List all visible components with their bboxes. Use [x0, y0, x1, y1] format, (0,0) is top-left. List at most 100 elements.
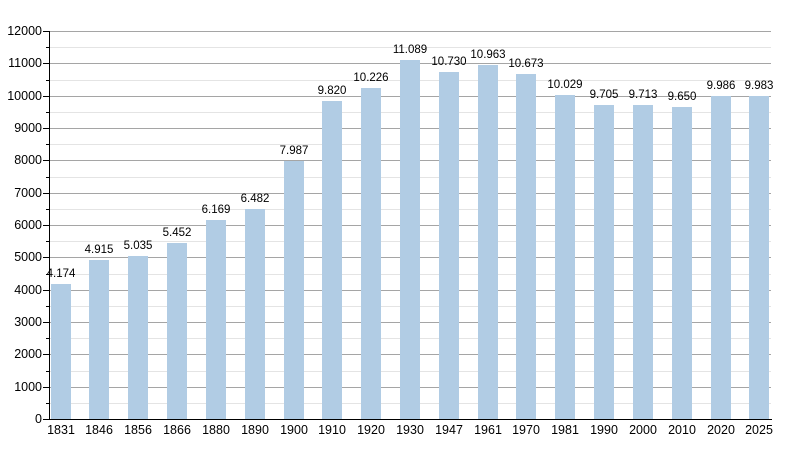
bar-1930 [400, 60, 420, 419]
bar-value-label: 4.174 [46, 268, 76, 280]
y-tick-major [43, 354, 49, 355]
y-tick-label: 10000 [7, 89, 42, 103]
x-tick-label: 1947 [435, 423, 463, 437]
y-tick-major [43, 63, 49, 64]
y-tick-minor [46, 403, 49, 404]
x-tick-label: 2025 [745, 423, 773, 437]
y-tick-label: 8000 [14, 153, 42, 167]
bar-value-label: 9.650 [667, 91, 697, 103]
y-tick-major [43, 193, 49, 194]
x-tick-label: 2020 [707, 423, 735, 437]
y-tick-minor [46, 338, 49, 339]
y-tick-label: 9000 [14, 121, 42, 135]
y-tick-major [43, 128, 49, 129]
y-tick-label: 6000 [14, 218, 42, 232]
bar-1970 [516, 74, 536, 419]
bar-value-label: 5.035 [123, 240, 153, 252]
y-tick-major [43, 257, 49, 258]
bar-value-label: 10.226 [353, 72, 389, 84]
x-tick-label: 1900 [280, 423, 308, 437]
x-tick-label: 1970 [512, 423, 540, 437]
bar-value-label: 9.820 [317, 85, 347, 97]
y-tick-minor [46, 371, 49, 372]
y-tick-major [43, 387, 49, 388]
x-tick-label: 1856 [124, 423, 152, 437]
bar-2000 [633, 105, 653, 419]
bar-value-label: 10.963 [470, 49, 506, 61]
y-tick-minor [46, 177, 49, 178]
bar-1947 [439, 72, 459, 419]
y-tick-label: 5000 [14, 250, 42, 264]
y-tick-label: 12000 [7, 24, 42, 38]
bar-1866 [167, 243, 187, 419]
bar-value-label: 10.029 [547, 79, 583, 91]
bar-value-label: 4.915 [84, 244, 114, 256]
bar-2010 [672, 107, 692, 419]
x-tick-label: 1890 [241, 423, 269, 437]
x-tick-label: 1920 [357, 423, 385, 437]
x-tick-label: 1981 [551, 423, 579, 437]
bar-value-label: 9.986 [706, 80, 736, 92]
y-tick-minor [46, 47, 49, 48]
y-tick-label: 4000 [14, 283, 42, 297]
x-tick-label: 1866 [163, 423, 191, 437]
y-tick-label: 11000 [8, 56, 42, 70]
x-tick-label: 1961 [474, 423, 502, 437]
y-tick-major [43, 290, 49, 291]
bar-1990 [594, 105, 614, 419]
y-tick-label: 2000 [14, 347, 42, 361]
bar-2020 [711, 96, 731, 419]
y-tick-major [43, 160, 49, 161]
bar-1981 [555, 95, 575, 419]
y-tick-major [43, 419, 49, 420]
bar-value-label: 7.987 [279, 145, 309, 157]
y-tick-minor [46, 241, 49, 242]
y-tick-minor [46, 80, 49, 81]
bar-value-label: 10.730 [431, 56, 467, 68]
bar-value-label: 6.482 [240, 193, 270, 205]
y-tick-label: 7000 [14, 186, 42, 200]
gridline-minor [49, 47, 771, 48]
y-tick-minor [46, 209, 49, 210]
bar-1890 [245, 209, 265, 419]
y-axis-line [49, 31, 50, 420]
x-tick-label: 1846 [85, 423, 113, 437]
x-tick-label: 1990 [590, 423, 618, 437]
bar-value-label: 9.983 [744, 80, 774, 92]
bar-1961 [478, 65, 498, 419]
bar-1880 [206, 220, 226, 419]
bar-value-label: 11.089 [392, 44, 428, 56]
bar-1900 [284, 161, 304, 419]
x-tick-label: 2010 [668, 423, 696, 437]
bar-1910 [322, 101, 342, 419]
bar-value-label: 10.673 [508, 58, 544, 70]
y-tick-major [43, 225, 49, 226]
y-tick-minor [46, 306, 49, 307]
bar-2025 [749, 96, 769, 419]
y-tick-label: 0 [35, 412, 42, 426]
y-tick-label: 3000 [14, 315, 42, 329]
y-tick-minor [46, 274, 49, 275]
bar-1831 [51, 284, 71, 419]
y-tick-major [43, 96, 49, 97]
bar-value-label: 6.169 [201, 204, 231, 216]
y-tick-major [43, 31, 49, 32]
y-tick-label: 1000 [14, 380, 42, 394]
gridline-major [49, 31, 771, 32]
bar-1856 [128, 256, 148, 419]
x-tick-label: 1910 [318, 423, 346, 437]
bar-1920 [361, 88, 381, 419]
bar-value-label: 9.705 [589, 89, 619, 101]
y-tick-minor [46, 144, 49, 145]
bar-1846 [89, 260, 109, 419]
y-tick-minor [46, 112, 49, 113]
x-tick-label: 1831 [47, 423, 75, 437]
x-tick-label: 1880 [202, 423, 230, 437]
x-tick-label: 2000 [629, 423, 657, 437]
bar-value-label: 5.452 [162, 227, 192, 239]
y-tick-major [43, 322, 49, 323]
bar-value-label: 9.713 [628, 89, 658, 101]
x-axis-line [49, 419, 772, 420]
